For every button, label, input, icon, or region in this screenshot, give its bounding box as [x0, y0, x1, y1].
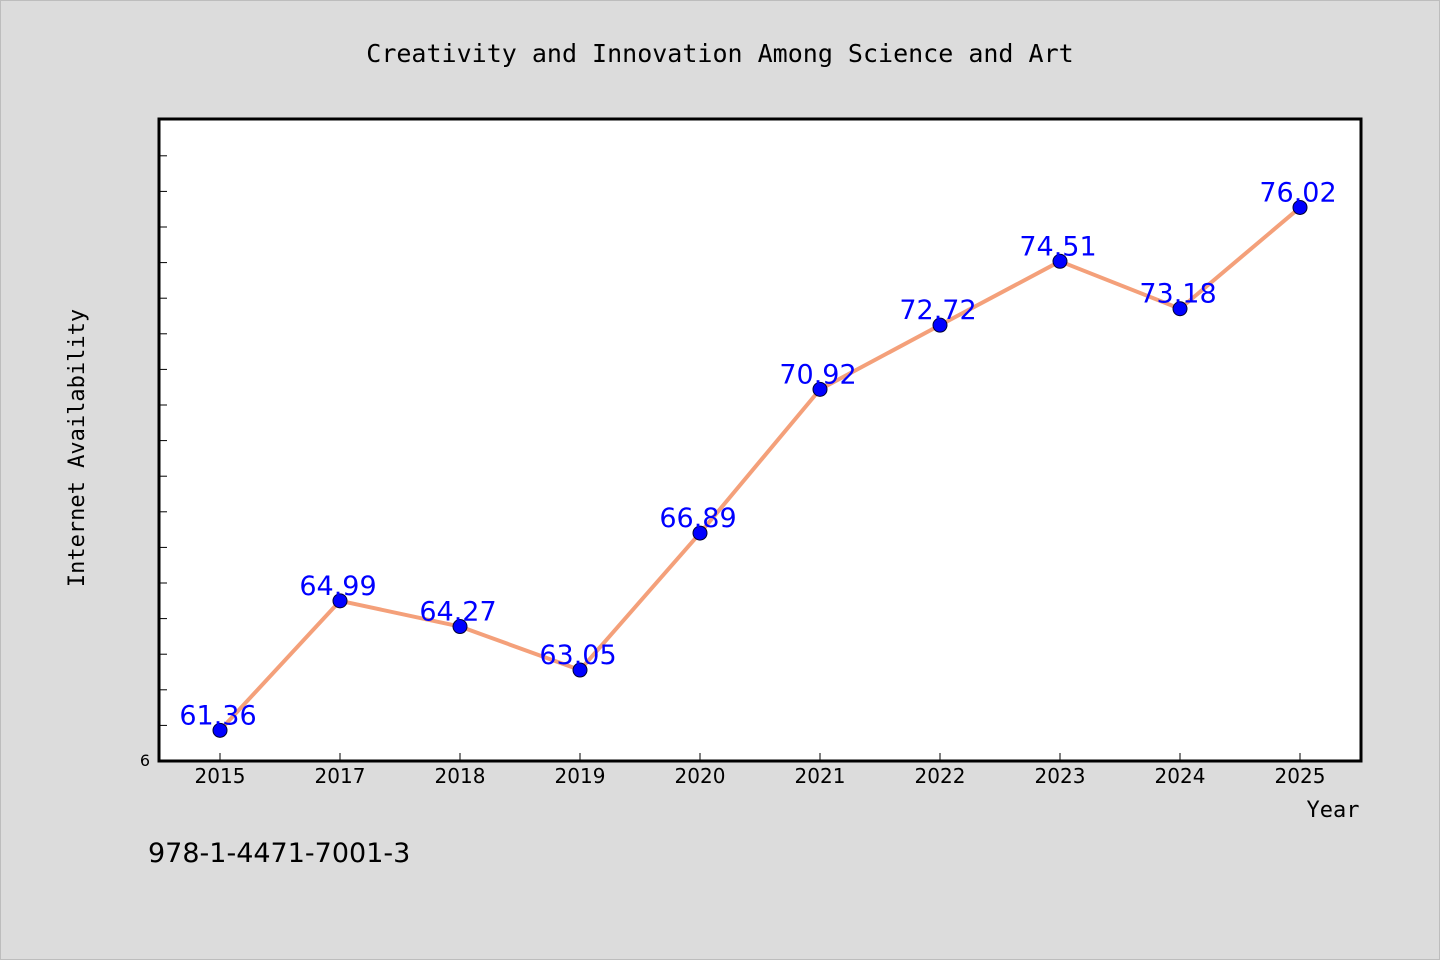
y-axis-ticks [159, 155, 167, 762]
data-point [572, 662, 588, 678]
x-axis-tick-labels: 2015 2017 2018 2019 2020 2021 2022 2023 2024 2025 [195, 764, 1326, 788]
data-label: 72.72 [899, 295, 976, 326]
x-tick-label: 2015 [195, 764, 246, 788]
footer-code: 978-1-4471-7001-3 [148, 838, 410, 869]
data-point [932, 317, 948, 333]
x-tick-label: 2023 [1035, 764, 1086, 788]
data-label: 76.02 [1259, 177, 1336, 208]
data-label: 61.36 [179, 700, 256, 731]
series-line [218, 205, 1302, 732]
x-tick-label: 2017 [315, 764, 366, 788]
data-point [1052, 253, 1068, 269]
data-label: 63.05 [539, 640, 616, 671]
data-label: 64.27 [419, 597, 496, 628]
data-point [1292, 199, 1308, 215]
chart-title: Creativity and Innovation Among Science … [366, 39, 1073, 68]
x-tick-label: 2020 [675, 764, 726, 788]
data-point [692, 525, 708, 541]
data-point [212, 722, 228, 738]
x-tick-label: 2018 [435, 764, 486, 788]
x-tick-label: 2021 [795, 764, 846, 788]
x-tick-label: 2022 [915, 764, 966, 788]
x-tick-label: 2024 [1155, 764, 1206, 788]
data-label: 70.92 [779, 359, 856, 390]
y-axis-label: Internet Availability [65, 309, 90, 587]
x-axis-ticks [219, 753, 1301, 761]
data-point [452, 619, 468, 635]
x-tick-label: 2019 [555, 764, 606, 788]
data-point [332, 593, 348, 609]
data-point [812, 381, 828, 397]
y-tick-label: 6 [140, 751, 150, 770]
data-label: 64.99 [299, 571, 376, 602]
x-tick-label: 2025 [1275, 764, 1326, 788]
data-label: 73.18 [1139, 279, 1216, 310]
data-point [1172, 301, 1188, 317]
data-markers [212, 199, 1308, 738]
data-labels: 61.36 64.99 64.27 63.05 66.89 70.92 72.72 74.51… [179, 177, 1336, 731]
data-label: 66.89 [659, 503, 736, 534]
x-axis-label: Year [1307, 798, 1360, 823]
plot-area [157, 117, 1363, 763]
data-label: 74.51 [1019, 231, 1096, 262]
